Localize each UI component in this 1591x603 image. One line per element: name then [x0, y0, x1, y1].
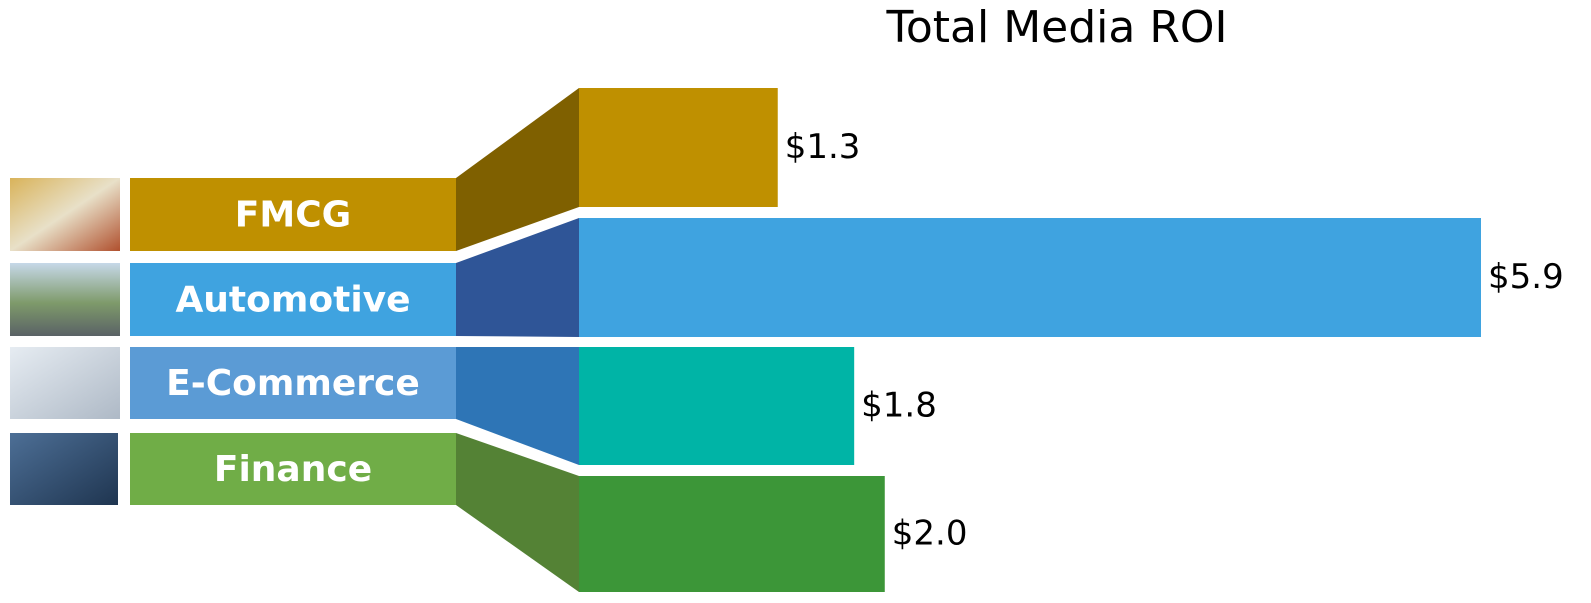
bar — [579, 476, 885, 592]
value-label: $5.9 — [1488, 257, 1564, 297]
bar — [579, 347, 854, 465]
value-label: $1.8 — [861, 386, 937, 426]
chart-title: Total Media ROI — [885, 2, 1227, 53]
value-label: $2.0 — [892, 514, 968, 554]
thumbnail — [10, 433, 118, 505]
thumbnail — [10, 347, 120, 419]
category-label: Automotive — [175, 280, 410, 321]
chart: Total Media ROI FMCG $1.3 Automotive $5.9 E-… — [0, 0, 1591, 603]
thumbnail — [10, 263, 120, 336]
category-label: FMCG — [235, 195, 351, 236]
bar — [579, 88, 778, 207]
category-label: Finance — [214, 449, 372, 490]
value-label: $1.3 — [785, 127, 861, 167]
thumbnail — [10, 178, 120, 251]
category-label: E-Commerce — [166, 363, 420, 404]
bar — [579, 218, 1481, 337]
